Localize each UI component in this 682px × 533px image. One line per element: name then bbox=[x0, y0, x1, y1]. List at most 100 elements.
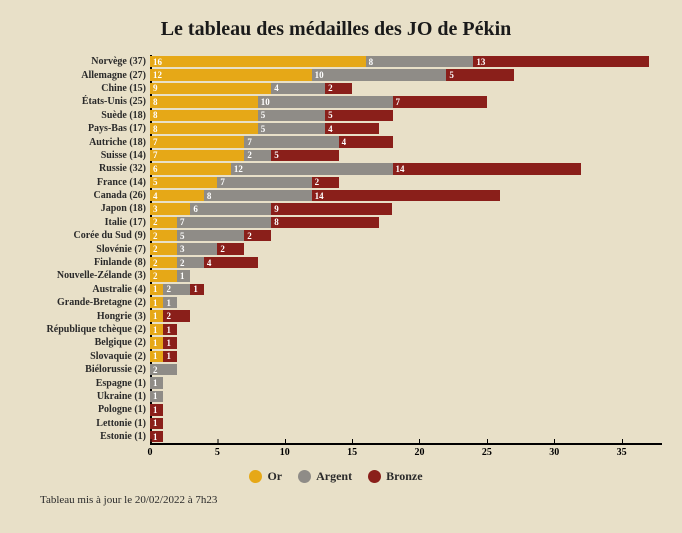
segment-value: 5 bbox=[261, 124, 266, 134]
bar-group: 4814 bbox=[150, 190, 662, 201]
segment-value: 2 bbox=[166, 311, 171, 321]
bronze-segment: 1 bbox=[150, 418, 163, 429]
country-label: Nouvelle-Zélande (3) bbox=[10, 270, 150, 281]
segment-value: 4 bbox=[274, 83, 279, 93]
gold-segment: 2 bbox=[150, 243, 177, 254]
segment-value: 2 bbox=[166, 284, 171, 294]
bar-group: 61214 bbox=[150, 163, 662, 174]
gold-segment: 2 bbox=[150, 257, 177, 268]
medal-chart: Le tableau des médailles des JO de Pékin… bbox=[0, 0, 682, 533]
x-tick: 30 bbox=[549, 445, 559, 458]
silver-swatch-icon bbox=[298, 470, 311, 483]
bronze-segment: 13 bbox=[473, 56, 648, 67]
x-tick: 35 bbox=[617, 445, 627, 458]
gold-segment: 6 bbox=[150, 163, 231, 174]
country-label: Slovénie (7) bbox=[10, 244, 150, 255]
bar-group: 16 813 bbox=[150, 56, 662, 67]
segment-value: 8 bbox=[153, 124, 158, 134]
country-label: Pays-Bas (17) bbox=[10, 123, 150, 134]
country-label: Canada (26) bbox=[10, 190, 150, 201]
bar-group: 121 bbox=[150, 284, 662, 295]
table-row: Pays-Bas (17)854 bbox=[10, 122, 662, 135]
segment-value: 3 bbox=[153, 204, 158, 214]
gold-segment: 1 bbox=[150, 324, 163, 335]
segment-value: 1 bbox=[153, 351, 158, 361]
legend-label: Or bbox=[267, 469, 282, 484]
bar-group: 232 bbox=[150, 243, 662, 254]
gold-segment: 2 bbox=[150, 230, 177, 241]
gold-segment: 5 bbox=[150, 177, 217, 188]
silver-segment: 5 bbox=[258, 123, 325, 134]
x-axis: 05101520253035 bbox=[150, 443, 662, 463]
silver-segment: 1 bbox=[163, 297, 176, 308]
table-row: Ukraine (1)1 bbox=[10, 390, 662, 403]
bar-group: 1 bbox=[150, 431, 662, 442]
country-label: Pologne (1) bbox=[10, 404, 150, 415]
bronze-segment: 2 bbox=[244, 230, 271, 241]
segment-value: 1 bbox=[153, 405, 158, 415]
table-row: Australie (4)121 bbox=[10, 283, 662, 296]
segment-value: 2 bbox=[220, 244, 225, 254]
bar-group: 21 bbox=[150, 270, 662, 281]
segment-value: 7 bbox=[180, 217, 185, 227]
segment-value: 1 bbox=[166, 325, 171, 335]
silver-segment: 5 bbox=[258, 110, 325, 121]
segment-value: 16 bbox=[153, 57, 162, 67]
silver-segment: 4 bbox=[271, 83, 325, 94]
table-row: Estonie (1)1 bbox=[10, 430, 662, 443]
x-tick: 25 bbox=[482, 445, 492, 458]
segment-value: 12 bbox=[153, 70, 162, 80]
silver-segment: 2 bbox=[163, 284, 190, 295]
segment-value: 1 bbox=[193, 284, 198, 294]
segment-value: 4 bbox=[342, 137, 347, 147]
chart-footnote: Tableau mis à jour le 20/02/2022 à 7h23 bbox=[40, 494, 662, 506]
gold-segment: 2 bbox=[150, 217, 177, 228]
silver-segment: 3 bbox=[177, 243, 217, 254]
bar-group: 369 bbox=[150, 203, 662, 214]
table-row: Slovaquie (2)11 bbox=[10, 350, 662, 363]
bar-group: 725 bbox=[150, 150, 662, 161]
bar-group: 855 bbox=[150, 110, 662, 121]
segment-value: 1 bbox=[153, 284, 158, 294]
segment-value: 2 bbox=[153, 231, 158, 241]
country-label: Grande-Bretagne (2) bbox=[10, 297, 150, 308]
silver-segment: 5 bbox=[177, 230, 244, 241]
segment-value: 7 bbox=[247, 137, 252, 147]
table-row: Biélorussie (2)2 bbox=[10, 363, 662, 376]
silver-segment: 2 bbox=[177, 257, 204, 268]
segment-value: 5 bbox=[153, 177, 158, 187]
gold-segment: 1 bbox=[150, 297, 163, 308]
silver-segment: 2 bbox=[150, 364, 177, 375]
segment-value: 1 bbox=[153, 338, 158, 348]
segment-value: 2 bbox=[153, 258, 158, 268]
silver-segment: 12 bbox=[231, 163, 393, 174]
table-row: Suisse (14)725 bbox=[10, 149, 662, 162]
bar-group: 11 bbox=[150, 337, 662, 348]
gold-segment: 9 bbox=[150, 83, 271, 94]
gold-segment: 16 bbox=[150, 56, 366, 67]
bar-group: 12 bbox=[150, 310, 662, 321]
segment-value: 1 bbox=[166, 298, 171, 308]
silver-segment: 7 bbox=[177, 217, 271, 228]
country-label: Autriche (18) bbox=[10, 137, 150, 148]
country-label: Suède (18) bbox=[10, 110, 150, 121]
segment-value: 8 bbox=[153, 97, 158, 107]
gold-segment: 8 bbox=[150, 123, 258, 134]
country-label: Italie (17) bbox=[10, 217, 150, 228]
silver-segment: 8 bbox=[366, 56, 474, 67]
bronze-segment: 8 bbox=[271, 217, 379, 228]
bar-group: 854 bbox=[150, 123, 662, 134]
segment-value: 7 bbox=[153, 150, 158, 160]
bronze-segment: 1 bbox=[150, 404, 163, 415]
bronze-segment: 5 bbox=[325, 110, 392, 121]
silver-segment: 1 bbox=[150, 377, 163, 388]
segment-value: 1 bbox=[153, 298, 158, 308]
segment-value: 2 bbox=[153, 271, 158, 281]
gold-segment: 1 bbox=[150, 284, 163, 295]
segment-value: 9 bbox=[153, 83, 158, 93]
country-label: Ukraine (1) bbox=[10, 391, 150, 402]
silver-segment: 1 bbox=[150, 391, 163, 402]
table-row: Chine (15)942 bbox=[10, 82, 662, 95]
gold-segment: 1 bbox=[150, 310, 163, 321]
segment-value: 9 bbox=[274, 204, 279, 214]
